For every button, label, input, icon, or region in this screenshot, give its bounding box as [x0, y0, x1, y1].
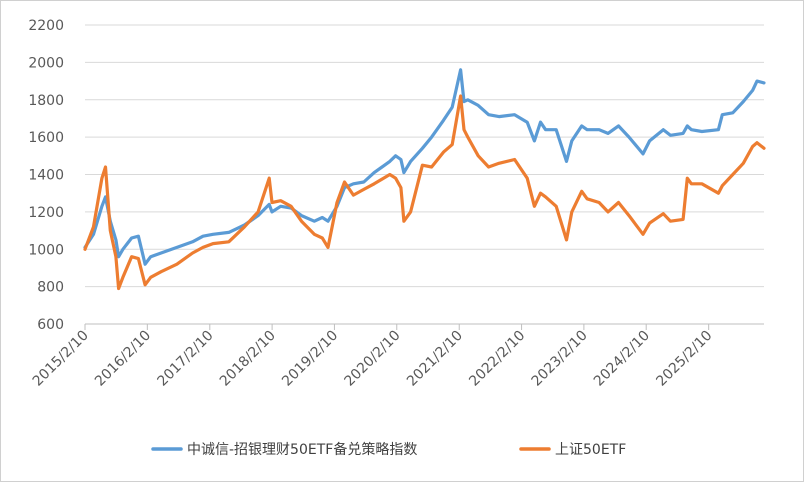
y-tick-label: 1200	[28, 205, 64, 221]
y-tick-label: 1800	[28, 93, 64, 109]
x-tick-label: 2023/2/10	[529, 328, 591, 390]
legend: 中诚信-招银理财50ETF备兑策略指数 上证50ETF	[151, 441, 626, 458]
y-tick-label: 1400	[28, 168, 64, 184]
y-tick-label: 1000	[28, 242, 64, 258]
x-tick-label: 2022/2/10	[466, 328, 528, 390]
x-tick-label: 2025/2/10	[653, 328, 715, 390]
x-tick-label: 2020/2/10	[342, 328, 404, 390]
legend-label-2: 上证50ETF	[555, 442, 626, 458]
x-tick-label: 2017/2/10	[155, 328, 217, 390]
x-tick-label: 2019/2/10	[279, 328, 341, 390]
series-line-1	[83, 68, 766, 266]
y-tick-label: 1600	[28, 130, 64, 146]
y-tick-label: 600	[37, 317, 64, 333]
x-tick-label: 2021/2/10	[404, 328, 466, 390]
y-axis: 600 800 1000 1200 1400 1600 1800 2000 2200	[28, 18, 64, 333]
x-tick-label: 2015/2/10	[30, 328, 92, 390]
y-tick-label: 800	[37, 280, 64, 296]
x-tick-label: 2024/2/10	[591, 328, 653, 390]
x-tick-label: 2018/2/10	[217, 328, 279, 390]
x-axis: 2015/2/10 2016/2/10 2017/2/10 2018/2/10 2019…	[30, 323, 764, 390]
series-lines	[83, 68, 766, 291]
y-tick-label: 2200	[28, 18, 64, 34]
x-tick-label: 2016/2/10	[92, 328, 154, 390]
y-tick-label: 2000	[28, 55, 64, 71]
series-line-2	[83, 94, 766, 291]
gridlines	[85, 24, 764, 325]
legend-label-1: 中诚信-招银理财50ETF备兑策略指数	[187, 441, 417, 458]
